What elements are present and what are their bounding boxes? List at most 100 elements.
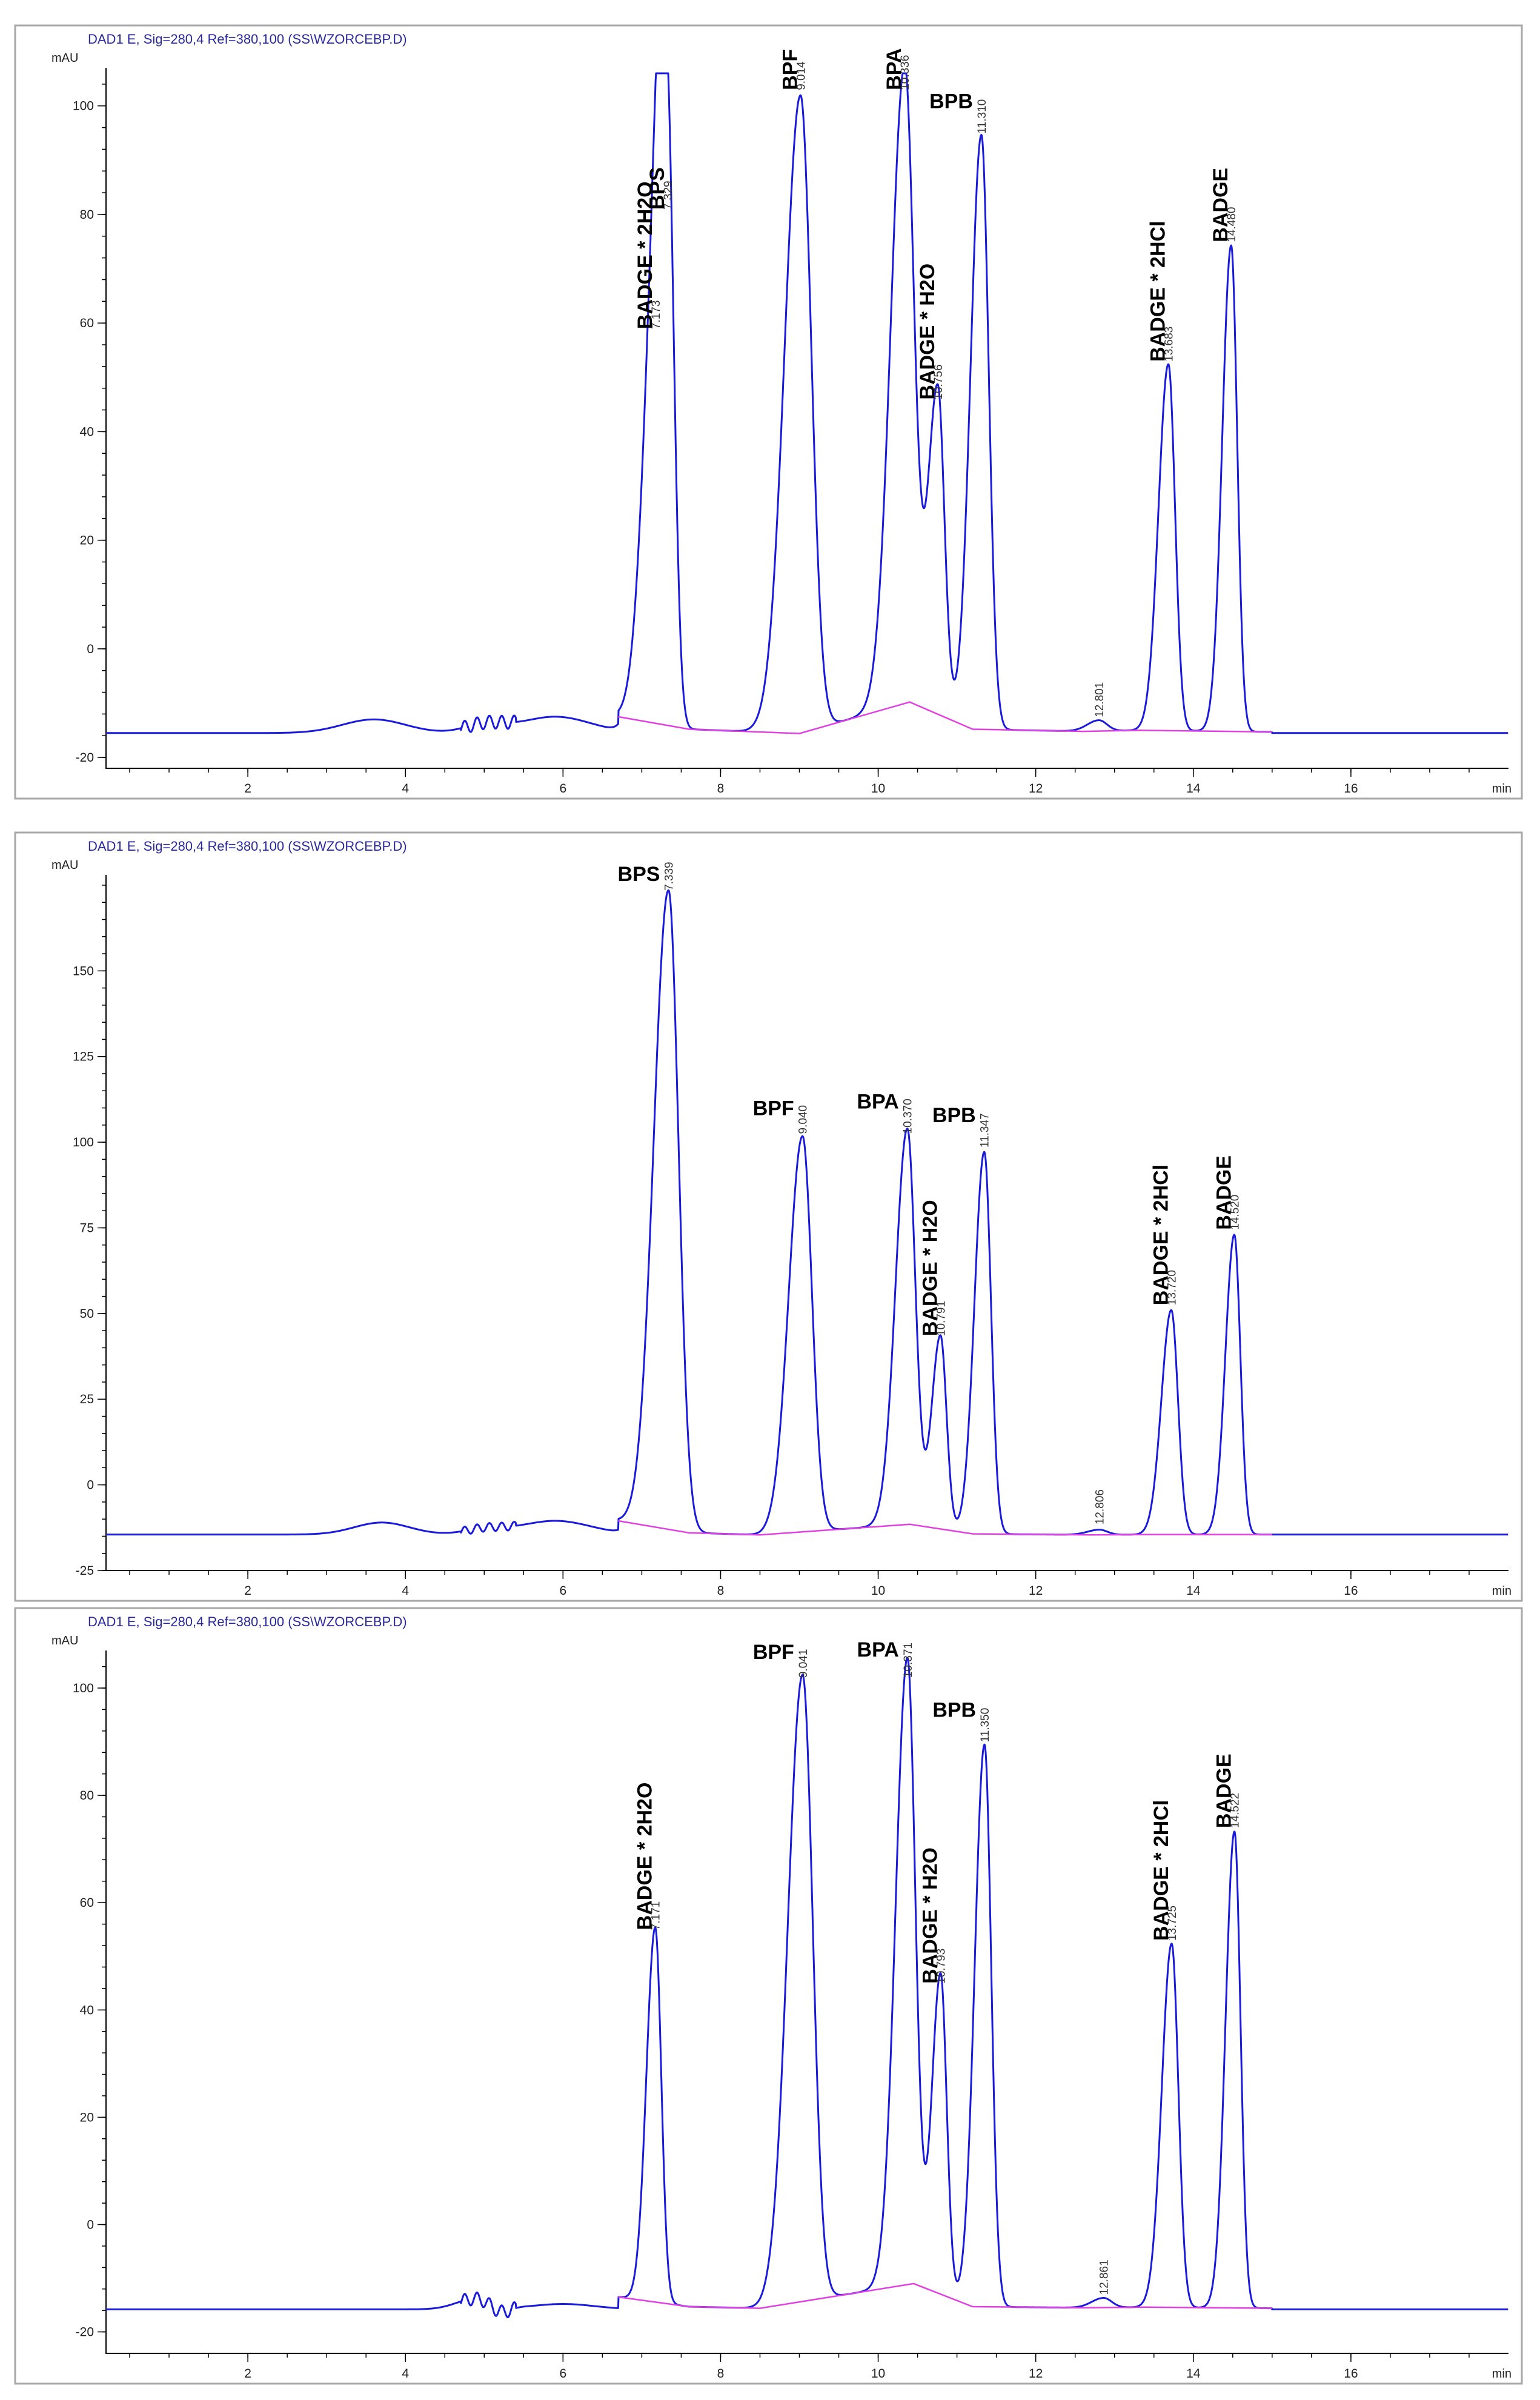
y-tick-label: 125 <box>73 1050 94 1064</box>
peak-compound-label: BADGE <box>1212 1155 1235 1230</box>
chromatogram-1-svg: DAD1 E, Sig=280,4 Ref=380,100 (SS\WZORCE… <box>14 24 1523 800</box>
x-tick-label: 10 <box>871 1584 885 1598</box>
peak-compound-label: BPB <box>932 1104 976 1127</box>
x-tick-label: 2 <box>244 2367 251 2381</box>
y-tick-label: 60 <box>80 1896 94 1910</box>
integration-baseline <box>618 701 1272 734</box>
peak-retention-time-label: 11.347 <box>979 1113 992 1148</box>
y-tick-label: 0 <box>87 2218 94 2232</box>
chromatogram-3-svg: DAD1 E, Sig=280,4 Ref=380,100 (SS\WZORCE… <box>14 1607 1523 2385</box>
y-tick-label: 150 <box>73 964 94 978</box>
y-axis-unit: mAU <box>51 52 78 65</box>
x-tick-label: 2 <box>244 1584 251 1598</box>
axis-frame <box>105 1650 1508 2354</box>
peak-compound-label: BADGE * H2O <box>919 1847 942 1984</box>
peak-retention-time-label: 13.725 <box>1166 1906 1179 1941</box>
peak-retention-time-label: 7.329 <box>662 181 675 210</box>
x-tick-label: 4 <box>402 782 409 796</box>
peak-retention-time-label: 9.040 <box>797 1105 810 1134</box>
y-tick-label: -25 <box>76 1564 94 1578</box>
x-axis-unit: min <box>1492 782 1512 796</box>
peak-compound-label: BPS <box>646 167 669 210</box>
peak-compound-label: BPA <box>857 1090 898 1113</box>
peak: 12.861 <box>1098 2259 1111 2295</box>
x-tick-label: 14 <box>1186 1584 1201 1598</box>
y-tick-label: 80 <box>80 1789 94 1803</box>
y-tick-label: 0 <box>87 1478 94 1492</box>
x-tick-label: 10 <box>871 2367 885 2381</box>
chromatogram-2-svg: DAD1 E, Sig=280,4 Ref=380,100 (SS\WZORCE… <box>14 831 1523 1602</box>
peak-compound-label: BPB <box>932 1698 976 1721</box>
x-tick-label: 6 <box>559 782 566 796</box>
peak-compound-label: BPA <box>883 48 906 90</box>
peak-retention-time-label: 12.861 <box>1098 2259 1111 2295</box>
signal-header: DAD1 E, Sig=280,4 Ref=380,100 (SS\WZORCE… <box>88 1614 407 1629</box>
y-axis-unit: mAU <box>51 1634 78 1647</box>
peak-compound-label: BPS <box>618 863 660 886</box>
peak-retention-time-label: 12.806 <box>1094 1489 1106 1524</box>
peak-retention-time-label: 10.371 <box>902 1643 915 1678</box>
x-tick-label: 4 <box>402 1584 409 1598</box>
y-tick-label: 100 <box>73 99 94 113</box>
peak-compound-label: BADGE * 2HCl <box>1149 1165 1172 1305</box>
peak-retention-time-label: 7.339 <box>663 862 675 891</box>
integration-baseline <box>618 2282 1272 2309</box>
peak-compound-label: BADGE * 2HCl <box>1147 221 1170 361</box>
x-tick-label: 12 <box>1029 782 1043 796</box>
peak-retention-time-label: 7.173 <box>650 301 663 330</box>
peak-retention-time-label: 9.041 <box>797 1649 810 1678</box>
peak: 12.806 <box>1094 1489 1106 1524</box>
peak-retention-time-label: 10.370 <box>902 1099 915 1134</box>
peak-retention-time-label: 10.336 <box>899 55 912 90</box>
peak-compound-label: BPF <box>778 49 802 90</box>
y-tick-label: 20 <box>80 534 94 548</box>
chromatogram-trace <box>105 1657 1509 2318</box>
chromatogram-trace <box>105 889 1509 1536</box>
peak-compound-label: BADGE * 2H2O <box>634 1783 657 1930</box>
y-tick-label: 0 <box>87 642 94 656</box>
signal-header: DAD1 E, Sig=280,4 Ref=380,100 (SS\WZORCE… <box>88 32 407 47</box>
peak: 10.370 BPA <box>857 1090 914 1134</box>
panel-frame <box>14 24 1523 800</box>
peak-retention-time-label: 14.522 <box>1229 1793 1242 1828</box>
chromatogram-panel-1: DAD1 E, Sig=280,4 Ref=380,100 (SS\WZORCE… <box>0 23 1540 803</box>
y-tick-label: -20 <box>76 751 94 765</box>
y-tick-label: 50 <box>80 1307 94 1321</box>
peak-compound-label: BPB <box>929 90 973 113</box>
peak-retention-time-label: 10.791 <box>935 1301 948 1336</box>
y-tick-label: 75 <box>80 1221 94 1235</box>
x-axis-unit: min <box>1492 2367 1512 2381</box>
x-axis-unit: min <box>1492 1584 1512 1598</box>
x-tick-label: 2 <box>244 782 251 796</box>
y-tick-label: 80 <box>80 208 94 222</box>
chromatogram-panel-3: DAD1 E, Sig=280,4 Ref=380,100 (SS\WZORCE… <box>0 1606 1540 2388</box>
peak-retention-time-label: 10.756 <box>932 364 945 399</box>
peak-retention-time-label: 14.480 <box>1226 207 1238 242</box>
signal-header: DAD1 E, Sig=280,4 Ref=380,100 (SS\WZORCE… <box>88 839 407 854</box>
y-tick-label: 40 <box>80 2003 94 2017</box>
x-tick-label: 8 <box>717 1584 725 1598</box>
x-tick-label: 12 <box>1029 1584 1043 1598</box>
x-tick-label: 14 <box>1186 782 1201 796</box>
peak: 12.801 <box>1094 682 1106 717</box>
x-tick-label: 16 <box>1344 1584 1358 1598</box>
peak-retention-time-label: 13.720 <box>1166 1270 1178 1305</box>
peak-compound-label: BADGE <box>1213 1753 1236 1828</box>
